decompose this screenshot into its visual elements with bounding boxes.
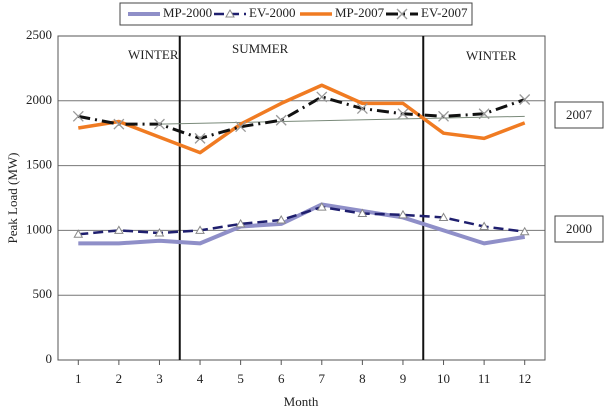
- point-marker: [114, 225, 124, 234]
- x-tick-label: 6: [278, 371, 285, 386]
- legend-box: [119, 2, 473, 26]
- x-tick-label: 12: [518, 371, 531, 386]
- x-tick-label: 5: [237, 371, 244, 386]
- x-tick-label: 3: [156, 371, 163, 386]
- x-tick-label: 2: [116, 371, 123, 386]
- point-marker: [195, 225, 205, 234]
- y-tick-label: 2500: [26, 27, 52, 42]
- point-marker: [398, 209, 408, 219]
- legend-label: MP-2007: [335, 5, 385, 20]
- x-tick-label: 9: [400, 371, 407, 386]
- x-axis-label: Month: [284, 394, 319, 408]
- x-tick-label: 4: [197, 371, 204, 386]
- y-tick-label: 0: [46, 351, 53, 366]
- x-tick-label: 7: [319, 371, 326, 386]
- y-tick-label: 2000: [26, 92, 52, 107]
- trend-line: [159, 115, 525, 125]
- y-tick-label: 500: [33, 286, 53, 301]
- point-marker: [194, 132, 206, 144]
- x-tick-label: 10: [437, 371, 450, 386]
- x-tick-label: 11: [478, 371, 491, 386]
- point-marker: [275, 114, 287, 126]
- point-marker: [113, 118, 125, 130]
- plot-frame: [57, 35, 546, 361]
- point-marker: [316, 202, 327, 211]
- point-marker: [519, 226, 530, 236]
- legend-label: MP-2000: [163, 5, 212, 20]
- point-marker: [438, 110, 450, 122]
- region-label: SUMMER: [232, 41, 289, 56]
- region-label: WINTER: [466, 48, 517, 63]
- point-marker: [154, 227, 165, 237]
- series-line: [78, 202, 526, 246]
- point-marker: [72, 110, 84, 122]
- y-tick-label: 1500: [26, 157, 52, 172]
- y-tick-label: 1000: [26, 221, 52, 236]
- point-marker: [396, 8, 408, 20]
- point-marker: [276, 215, 287, 224]
- point-marker: [519, 94, 531, 105]
- point-marker: [225, 8, 235, 18]
- y-axis-label: Peak Load (MW): [5, 153, 20, 244]
- year-label: 2000: [566, 221, 592, 236]
- series-line: [78, 83, 526, 155]
- year-box: [554, 215, 604, 243]
- x-tick-label: 1: [75, 371, 82, 386]
- legend-label: EV-2000: [249, 5, 295, 20]
- point-marker: [316, 91, 328, 103]
- point-marker: [479, 221, 489, 231]
- x-tick-label: 8: [359, 371, 366, 386]
- region-label: WINTER: [128, 47, 179, 62]
- point-marker: [235, 218, 246, 228]
- point-marker: [397, 108, 409, 120]
- point-marker: [153, 118, 165, 130]
- series-line: [78, 205, 525, 236]
- point-marker: [438, 212, 449, 221]
- point-marker: [356, 103, 368, 115]
- year-box: [554, 101, 604, 129]
- legend-label: EV-2007: [421, 5, 468, 20]
- point-marker: [235, 121, 247, 133]
- series-line: [78, 95, 526, 140]
- point-marker: [357, 208, 368, 218]
- year-label: 2007: [566, 107, 593, 122]
- point-marker: [478, 108, 490, 120]
- point-marker: [73, 229, 84, 238]
